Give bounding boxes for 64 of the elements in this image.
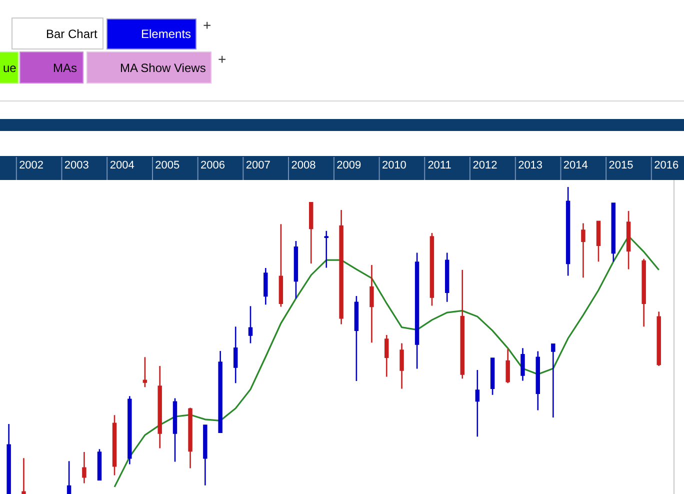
candlestick [626, 210, 631, 270]
candlestick [384, 334, 389, 378]
candlestick [218, 350, 222, 433]
candlestick [444, 252, 450, 302]
candlestick [414, 252, 420, 370]
candlestick [203, 424, 208, 486]
x-tick-label: 2004 [110, 160, 134, 172]
x-tick-label: 2012 [472, 160, 498, 172]
candlestick [188, 407, 192, 469]
candlestick [22, 457, 26, 494]
x-tick-label: 2011 [428, 160, 452, 172]
candlestick [596, 220, 601, 262]
x-tick-label: 2003 [64, 160, 89, 172]
x-tick-label: 2008 [291, 160, 316, 172]
x-tick-label: 2016 [654, 160, 679, 172]
x-tick-label: 2015 [608, 160, 634, 172]
candlestick [264, 267, 268, 306]
candlestick [400, 342, 404, 390]
candlestick [248, 305, 253, 344]
candlestick [158, 365, 162, 449]
text: MA Show Views [120, 61, 206, 75]
candlestick [520, 348, 525, 382]
x-tick-label: 2002 [19, 160, 44, 172]
x-tick-label: 2013 [518, 160, 543, 172]
candlestick [339, 209, 344, 325]
candlestick [656, 310, 661, 367]
candlestick [460, 269, 464, 380]
candlestick [430, 232, 434, 306]
candlestick [642, 258, 646, 328]
candlestick [551, 342, 556, 418]
candlestick [536, 350, 540, 411]
candlestick [506, 348, 510, 384]
x-tick-label: 2007 [246, 160, 270, 172]
candlestick [566, 186, 570, 276]
text: Elements [141, 27, 192, 41]
candlestick [6, 423, 11, 494]
candlestick [475, 369, 480, 438]
text: + [218, 51, 226, 67]
candlestick [128, 395, 132, 465]
candlestick [581, 222, 586, 278]
candlestick [142, 356, 148, 388]
candlestick [233, 326, 238, 384]
text: MAs [53, 61, 77, 75]
candlestick [97, 448, 102, 481]
candlestick [112, 414, 117, 476]
text: + [203, 17, 212, 33]
text: Bar Chart [46, 27, 98, 41]
candlestick [370, 264, 374, 344]
candlestick [354, 295, 359, 382]
x-tick-label: 2014 [563, 160, 588, 172]
x-tick-label: 2010 [382, 160, 406, 172]
text: ue [3, 61, 17, 75]
candlestick [294, 240, 298, 300]
candlestick [82, 451, 86, 484]
candlestick [490, 357, 495, 396]
x-tick-label: 2005 [155, 160, 180, 172]
candlestick [172, 398, 178, 462]
candlestick [611, 202, 616, 262]
x-tick-label: 2009 [336, 160, 362, 172]
candlestick [324, 230, 328, 268]
x-tick-label: 2006 [200, 160, 225, 172]
candlestick [66, 460, 72, 494]
candlestick [309, 202, 314, 264]
candlestick [278, 224, 284, 308]
